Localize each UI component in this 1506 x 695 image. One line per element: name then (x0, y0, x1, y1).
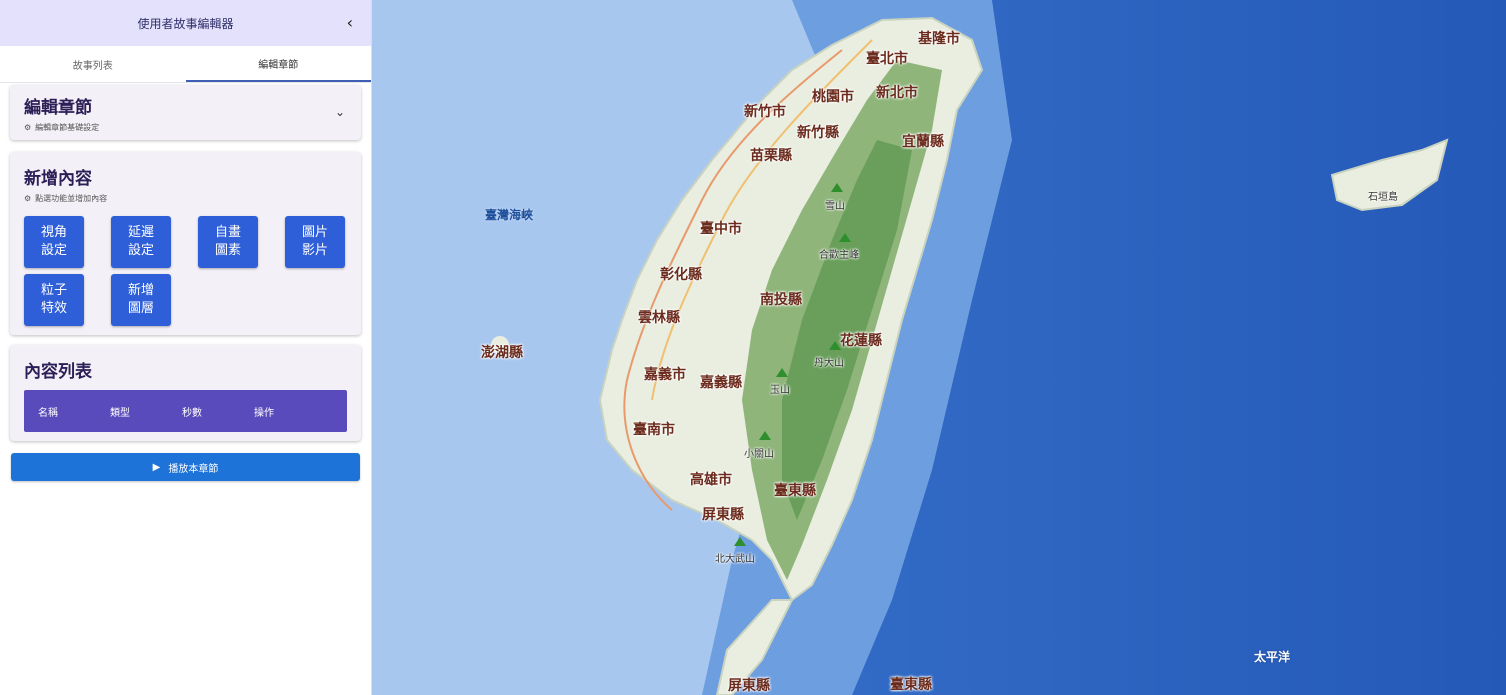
add-content-subtitle-text: 點選功能並增加內容 (35, 194, 108, 203)
add-layer-button[interactable]: 新增 圖層 (111, 274, 171, 326)
label-yunlin: 雲林縣 (638, 310, 680, 326)
ishigaki-island (1330, 138, 1449, 212)
content-list-title: 內容列表 (24, 362, 92, 382)
mountain-icon (829, 341, 841, 350)
tab-story-list[interactable]: 故事列表 (72, 60, 113, 72)
column-type: 類型 (110, 407, 130, 419)
label-keelung: 基隆市 (918, 31, 960, 47)
mountain-icon (759, 431, 771, 440)
west-highway (623, 49, 843, 511)
chevron-down-icon[interactable]: ⌄ (334, 105, 345, 119)
peak-beidawu: 北大武山 (715, 554, 755, 565)
label-taitung: 臺東縣 (774, 483, 816, 499)
label-penghu: 澎湖縣 (481, 345, 523, 361)
map-view[interactable]: 基隆市 臺北市 桃園市 新北市 新竹市 新竹縣 宜蘭縣 苗栗縣 臺中市 彰化縣 … (372, 0, 1506, 695)
mountain-icon (839, 233, 851, 242)
label-yilan: 宜蘭縣 (902, 134, 944, 150)
chapter-card-subtitle-text: 編輯章節基礎設定 (35, 123, 100, 132)
column-seconds: 秒數 (182, 407, 202, 419)
map-canvas[interactable] (372, 0, 1506, 695)
tab-edit-chapter[interactable]: 編輯章節 (185, 46, 371, 82)
draw-shape-button[interactable]: 自畫 圖素 (198, 216, 258, 268)
add-content-subtitle: ⚙ 點選功能並增加內容 (24, 193, 347, 204)
label-pingtung-south: 屏東縣 (728, 678, 770, 694)
column-actions: 操作 (254, 407, 274, 419)
label-hsinchu-city: 新竹市 (744, 104, 786, 120)
high-peaks (782, 140, 912, 520)
peak-dandashan: 丹大山 (814, 358, 844, 369)
content-list-card: 內容列表 名稱 類型 秒數 操作 (10, 345, 361, 441)
delay-settings-button[interactable]: 延遲 設定 (111, 216, 171, 268)
view-settings-button[interactable]: 視角 設定 (24, 216, 84, 268)
label-pingtung: 屏東縣 (702, 507, 744, 523)
peak-xueshan: 雪山 (825, 201, 845, 212)
label-taitung-south: 臺東縣 (890, 677, 932, 693)
label-taichung: 臺中市 (700, 221, 742, 237)
sidebar-header: 使用者故事編輯器 ‹ (0, 0, 371, 46)
info-icon: ⚙ (24, 194, 32, 203)
collapse-sidebar-icon[interactable]: ‹ (346, 13, 353, 32)
penghu-island (491, 336, 509, 354)
app-title: 使用者故事編輯器 (137, 16, 234, 31)
label-taipei: 臺北市 (866, 51, 908, 67)
chapter-card-subtitle: ⚙ 編輯章節基礎設定 (24, 122, 347, 133)
coastal-road (651, 39, 873, 401)
label-taiwan-strait: 臺灣海峽 (485, 208, 534, 222)
label-chiayi-county: 嘉義縣 (700, 375, 742, 391)
label-kaohsiung: 高雄市 (690, 472, 732, 488)
label-new-taipei: 新北市 (876, 85, 918, 101)
label-miaoli: 苗栗縣 (750, 148, 792, 164)
mountain-icon (734, 537, 746, 546)
story-editor-sidebar: 使用者故事編輯器 ‹ 故事列表 編輯章節 編輯章節 ⚙ 編輯章節基礎設定 ⌄ 新… (0, 0, 372, 695)
play-chapter-label: 播放本章節 (168, 463, 219, 475)
play-icon: ▶ (152, 461, 161, 473)
image-video-button[interactable]: 圖片 影片 (285, 216, 345, 268)
label-taoyuan: 桃園市 (812, 89, 854, 105)
label-tainan: 臺南市 (633, 422, 675, 438)
label-chiayi-city: 嘉義市 (644, 367, 686, 383)
mountain-icon (831, 183, 843, 192)
add-content-card: 新增內容 ⚙ 點選功能並增加內容 視角 設定 延遲 設定 自畫 圖素 圖片 影片… (10, 152, 361, 335)
column-name: 名稱 (38, 407, 58, 419)
particle-effect-button[interactable]: 粒子 特效 (24, 274, 84, 326)
label-pacific: 太平洋 (1254, 650, 1291, 664)
peak-xiaoguanshan: 小關山 (744, 449, 774, 460)
label-hualien: 花蓮縣 (840, 333, 882, 349)
label-ishigaki: 石垣島 (1368, 192, 1398, 203)
label-hsinchu-county: 新竹縣 (797, 125, 839, 141)
content-table-header: 名稱 類型 秒數 操作 (24, 390, 347, 432)
peak-yushan: 玉山 (770, 385, 790, 396)
chapter-card-title: 編輯章節 (24, 98, 92, 118)
south-tip (715, 599, 794, 695)
play-chapter-button[interactable]: ▶ 播放本章節 (11, 453, 360, 481)
mountain-icon (776, 368, 788, 377)
tab-bar: 故事列表 編輯章節 (0, 46, 371, 83)
label-changhua: 彰化縣 (660, 267, 702, 283)
add-content-title: 新增內容 (24, 169, 92, 189)
peak-hehuan: 合歡主峰 (819, 250, 859, 261)
settings-icon: ⚙ (24, 123, 32, 132)
add-content-buttons: 視角 設定 延遲 設定 自畫 圖素 圖片 影片 粒子 特效 新增 圖層 (24, 216, 347, 326)
label-nantou: 南投縣 (760, 292, 802, 308)
chapter-settings-card[interactable]: 編輯章節 ⚙ 編輯章節基礎設定 ⌄ (10, 85, 361, 140)
